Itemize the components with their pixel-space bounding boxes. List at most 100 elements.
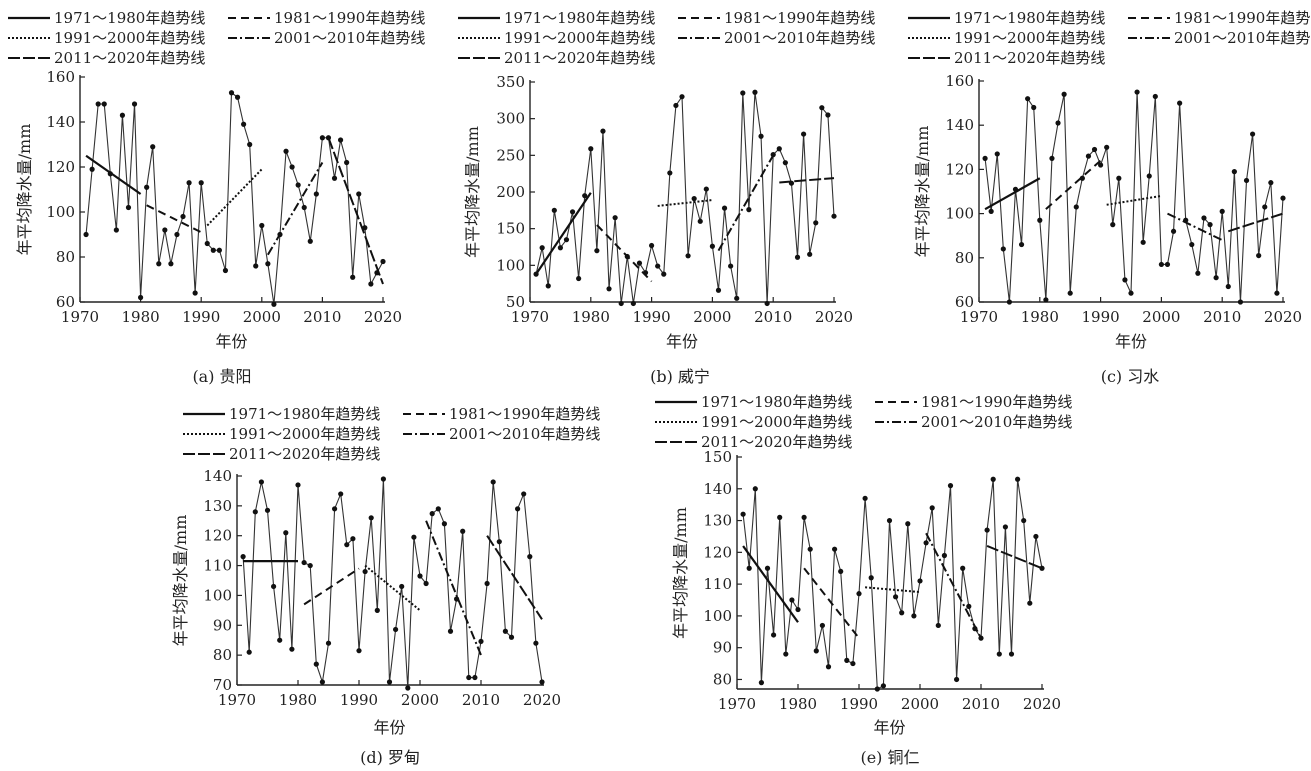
y-tick-label: 250 (496, 146, 525, 164)
data-point (1098, 162, 1104, 168)
trend-line-2 (596, 224, 653, 283)
data-point (429, 511, 435, 517)
data-point (825, 664, 832, 670)
data-point (988, 208, 994, 214)
data-point (380, 258, 386, 265)
data-point (661, 271, 667, 277)
data-point (545, 283, 551, 289)
data-point (764, 565, 771, 571)
x-tick-label: 2000 (693, 308, 731, 326)
data-point (325, 640, 332, 646)
data-point (917, 578, 923, 584)
legend-entry: 2011～2020年趋势线 (183, 445, 380, 463)
data-point (569, 209, 576, 215)
data-point (301, 204, 307, 211)
data-point (101, 101, 107, 107)
data-point (685, 253, 691, 259)
y-tick-label: 100 (945, 205, 974, 223)
data-point (709, 243, 716, 249)
panel-caption: (a) 贵阳 (192, 367, 251, 386)
data-point (539, 245, 545, 251)
trend-line-1 (984, 177, 1041, 211)
data-point (679, 94, 685, 100)
y-tick-label: 140 (703, 480, 732, 498)
legend-entry: 1971～1980年趋势线 (655, 393, 852, 411)
data-point (435, 506, 441, 512)
data-point (277, 637, 283, 643)
y-tick-label: 120 (203, 527, 232, 545)
data-point (1164, 261, 1171, 268)
legend-entry: 2001～2010年趋势线 (678, 29, 875, 47)
trend-line-4 (266, 161, 324, 256)
legend-entry: 1991～2000年趋势线 (8, 29, 205, 47)
data-point (252, 509, 258, 515)
data-point (929, 505, 935, 511)
precipitation-series-line (242, 478, 543, 689)
legend-entry: 2011～2020年趋势线 (655, 433, 852, 451)
legend-label: 2011～2020年趋势线 (229, 445, 380, 463)
legend-label: 1981～1990年趋势线 (724, 9, 875, 27)
data-point (1122, 277, 1128, 283)
data-point (1049, 155, 1055, 161)
data-point (1207, 222, 1213, 228)
data-point (283, 148, 289, 154)
data-point (313, 661, 319, 667)
y-tick-label: 90 (713, 639, 732, 657)
data-point (386, 679, 393, 685)
y-tick-label: 140 (46, 113, 75, 131)
data-point (399, 583, 405, 590)
x-tick-label: 2010 (303, 308, 341, 326)
data-point (582, 193, 588, 199)
data-point (162, 227, 168, 233)
data-point (1002, 524, 1009, 530)
data-point (362, 568, 368, 575)
trend-line-5 (779, 177, 835, 184)
y-axis-label: 年平均降水量/mm (15, 124, 34, 256)
precipitation-series-line (85, 91, 384, 305)
data-point (734, 295, 740, 301)
legend-entry: 2001～2010年趋势线 (228, 29, 425, 47)
legend-label: 2011～2020年趋势线 (954, 49, 1105, 67)
trend-line-2 (303, 567, 360, 606)
data-point (138, 294, 144, 301)
data-point (996, 651, 1002, 657)
data-point (752, 89, 758, 95)
data-point (1250, 131, 1256, 137)
panel-4: 1971～1980年趋势线 1981～1990年趋势线 1991～2000年趋势线 2… (655, 393, 1072, 767)
x-tick-label: 1990 (633, 308, 671, 326)
data-point (1091, 146, 1098, 153)
trend-line-1 (742, 545, 799, 623)
data-point (1039, 565, 1045, 571)
data-point (1027, 600, 1033, 606)
legend-entry: 1991～2000年趋势线 (458, 29, 655, 47)
data-point (1067, 290, 1073, 296)
legend-entry: 1991～2000年趋势线 (908, 29, 1105, 47)
data-point (350, 536, 356, 542)
precipitation-series-line (742, 479, 1043, 690)
data-point (880, 683, 887, 689)
data-point (923, 540, 929, 546)
data-point (527, 554, 533, 560)
legend-entry: 2001～2010年趋势线 (1128, 29, 1311, 47)
data-point (1085, 153, 1092, 159)
data-point (563, 237, 570, 243)
y-tick-label: 120 (46, 158, 75, 176)
data-point (1061, 91, 1067, 97)
data-point (899, 610, 905, 616)
data-point (264, 507, 271, 513)
trend-line-2 (1045, 159, 1102, 210)
data-point (1006, 299, 1013, 305)
legend-label: 2001～2010年趋势线 (449, 425, 600, 443)
legend-entry: 1991～2000年趋势线 (655, 413, 852, 431)
data-point (1043, 297, 1049, 303)
data-point (1116, 175, 1122, 181)
data-point (1025, 96, 1031, 102)
data-point (1170, 228, 1177, 234)
data-point (588, 146, 594, 152)
data-point (697, 218, 703, 224)
data-point (990, 476, 996, 482)
x-tick-label: 2020 (523, 691, 561, 709)
x-tick-label: 1990 (1082, 308, 1120, 326)
data-point (186, 180, 192, 186)
data-point (393, 626, 399, 633)
